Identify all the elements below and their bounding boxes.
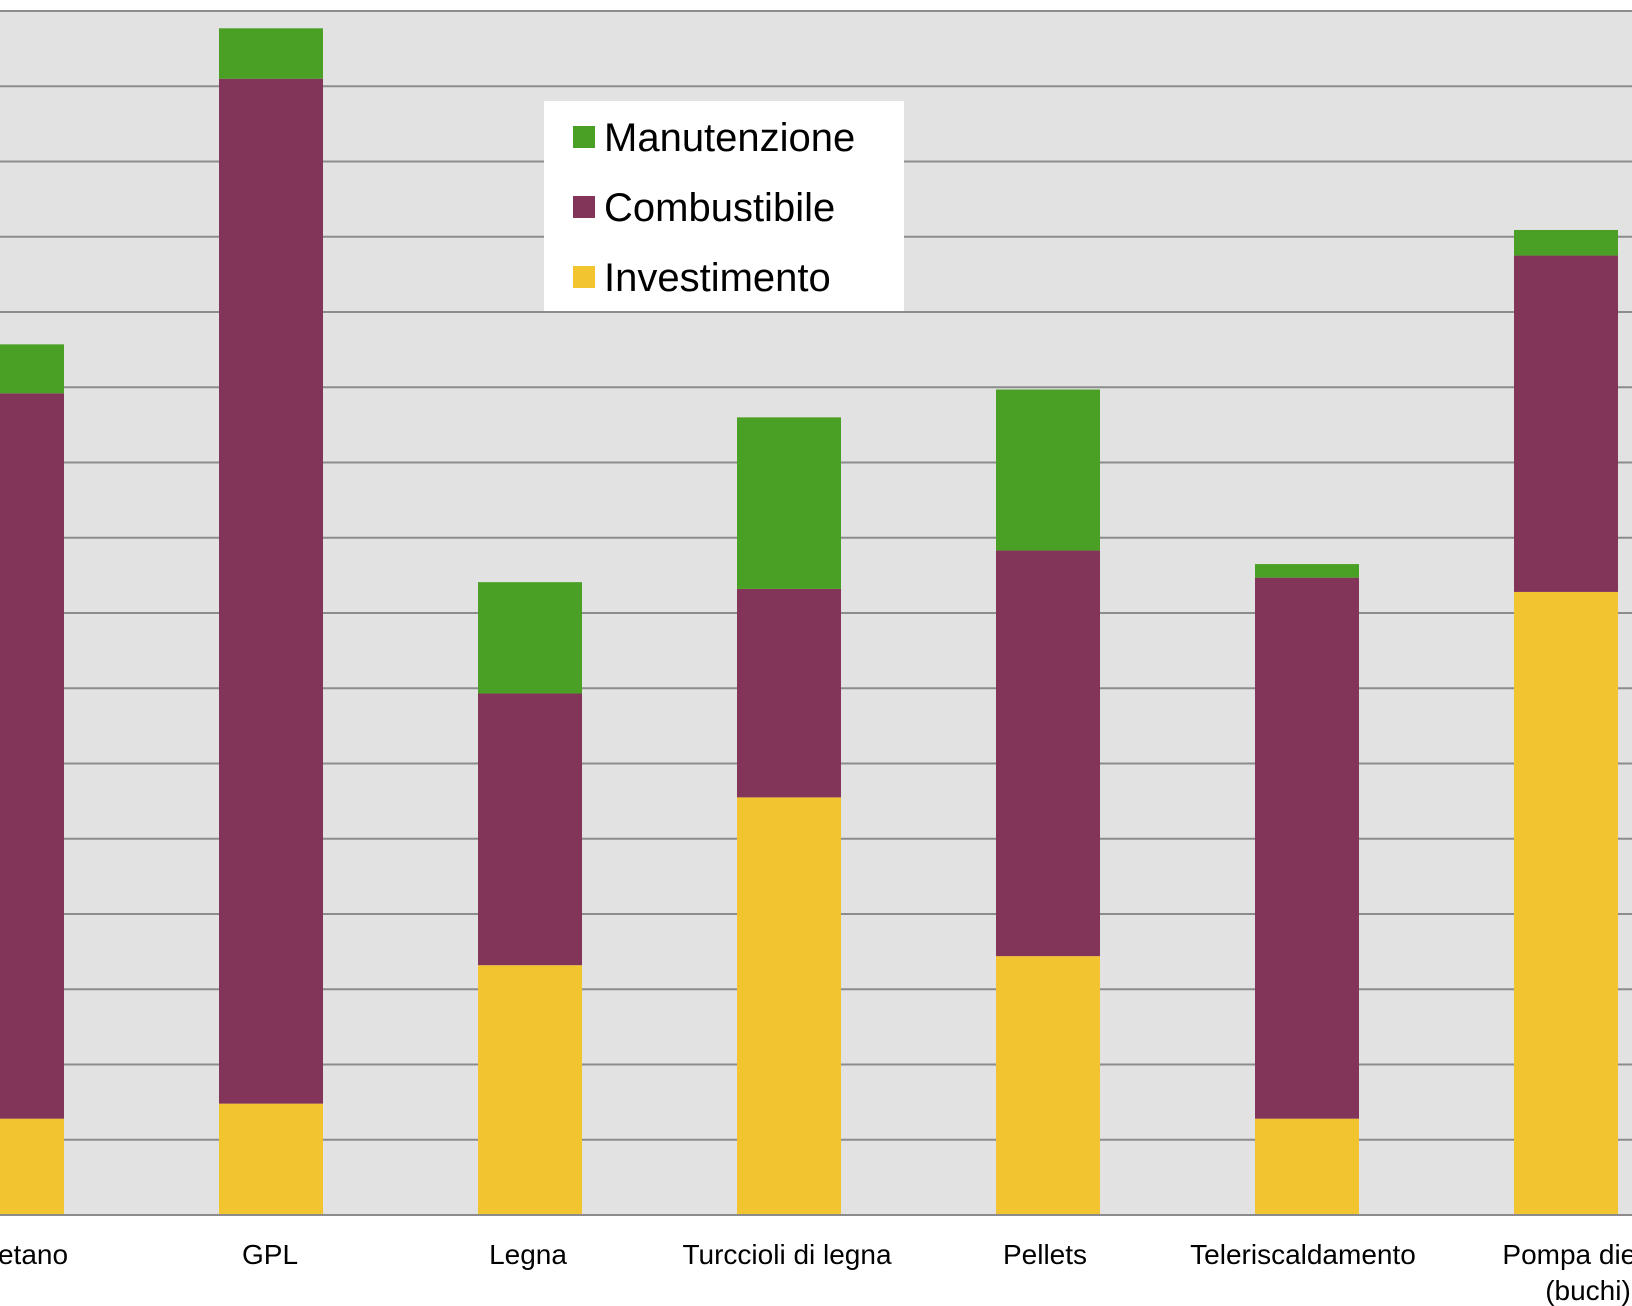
bar-segment-combustibile xyxy=(996,550,1100,957)
legend-swatch xyxy=(573,196,595,218)
x-tick-label: Pompa die ca xyxy=(1502,1239,1632,1270)
legend-box xyxy=(544,101,904,311)
bar-segment-combustibile xyxy=(1514,255,1618,592)
bar-segment-combustibile xyxy=(737,588,841,798)
x-tick-label: Pellets xyxy=(1003,1239,1087,1270)
bar-segment-manutenzione xyxy=(1255,564,1359,578)
bar-segment-investimento xyxy=(1255,1118,1359,1215)
bar-segment-investimento xyxy=(219,1103,323,1215)
legend-label: Combustibile xyxy=(604,186,835,230)
bar-segment-manutenzione xyxy=(1514,229,1618,256)
bar-segment-combustibile xyxy=(478,693,582,966)
x-tick-label: Turccioli di legna xyxy=(682,1239,891,1270)
bar-segment-investimento xyxy=(1514,591,1618,1215)
bar-segment-manutenzione xyxy=(996,389,1100,551)
bar-segment-combustibile xyxy=(219,78,323,1104)
bar-segment-investimento xyxy=(737,797,841,1215)
bar-segment-manutenzione xyxy=(0,344,64,394)
bar-segment-investimento xyxy=(478,965,582,1215)
legend-items: Manutenzione Combustibile Investimento xyxy=(573,116,855,300)
bar-segment-manutenzione xyxy=(737,417,841,589)
legend-label: Investimento xyxy=(604,256,831,300)
bar-segment-investimento xyxy=(0,1118,64,1215)
legend-label: Manutenzione xyxy=(604,116,855,160)
bar-segment-manutenzione xyxy=(478,582,582,694)
x-tick-label: GPL xyxy=(242,1239,298,1270)
legend: Manutenzione Combustibile Investimento xyxy=(544,101,904,311)
bar-segment-investimento xyxy=(996,956,1100,1215)
x-tick-label: (buchi) xyxy=(1545,1275,1631,1306)
legend-swatch xyxy=(573,126,595,148)
x-tick-label: etano xyxy=(0,1239,68,1270)
legend-swatch xyxy=(573,266,595,288)
bars xyxy=(0,28,1618,1215)
bar-segment-combustibile xyxy=(0,393,64,1119)
x-tick-label: Teleriscaldamento xyxy=(1190,1239,1416,1270)
bar-segment-combustibile xyxy=(1255,577,1359,1119)
x-tick-labels: etano GPL Legna Turccioli di legna Pellets Te… xyxy=(0,1239,1632,1306)
x-tick-label: Legna xyxy=(489,1239,567,1270)
bar-segment-manutenzione xyxy=(219,28,323,79)
